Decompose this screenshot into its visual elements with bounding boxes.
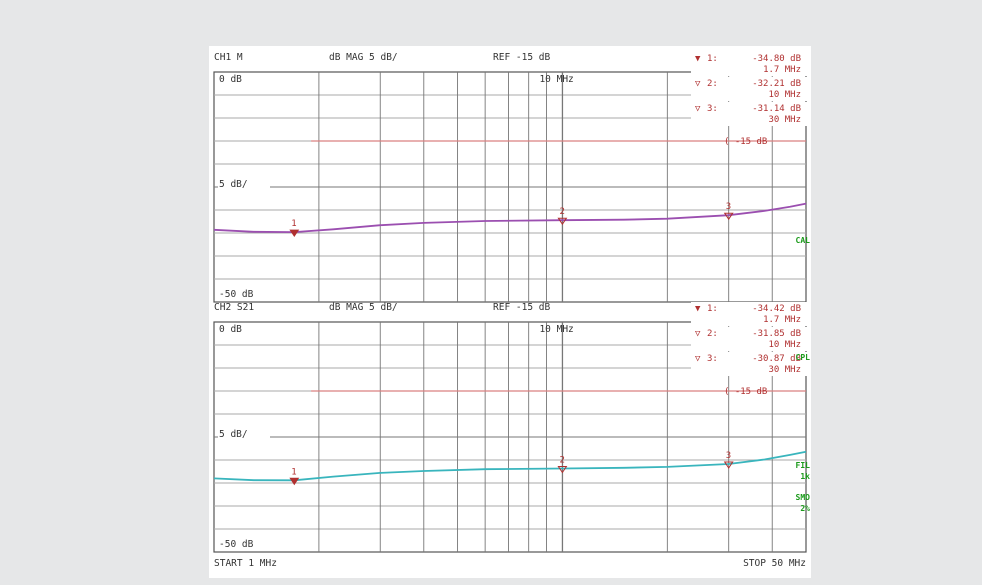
marker-readout-label: 2: [707,79,718,89]
frequency-label: 10 MHz [539,74,573,85]
marker-readout-bg [691,327,808,351]
marker-readout-bg [691,52,808,76]
marker-2-label: 2 [559,456,564,466]
marker-readout-bg [691,302,808,326]
marker-readout-label: 3: [707,354,718,364]
frequency-label: 10 MHz [539,324,573,335]
reference-line-label: ( -15 dB [724,137,767,147]
figure-frame: CH1 M dB MAG 5 dB/REF -15 dB ( -15 dB 0 dB 1… [12,10,974,578]
reference-label: REF -15 dB [493,52,550,63]
marker-frequency: 10 MHz [768,90,801,100]
marker-3-symbol [723,212,734,221]
format-label: dB MAG 5 dB/ [329,52,398,63]
stop-frequency-label: STOP 50 MHz [743,558,806,569]
scale-label-bg [218,428,270,439]
channel-label: CH1 M [214,52,243,63]
side-status-label: 2% [800,504,810,513]
marker-symbol: ▼ [695,304,701,314]
channel-panel-1: CH1 M dB MAG 5 dB/REF -15 dB ( -15 dB 0 dB 1… [213,52,811,303]
channel-panel-2: CH2 S21 dB MAG 5 dB/REF -15 dB ( -15 dB 0 d… [213,302,811,553]
marker-1-symbol [289,229,300,238]
marker-readout-bg [691,352,808,376]
analyzer-printout: CH1 M dB MAG 5 dB/REF -15 dB ( -15 dB 0 dB 1… [209,46,811,578]
side-status-label: FIL [796,461,811,470]
marker-readout-label: 2: [707,329,718,339]
trace-line [213,450,807,482]
marker-1-label: 1 [291,219,296,229]
marker-2-symbol [557,466,568,474]
marker-frequency: 30 MHz [768,115,801,125]
scale-label-bg [218,178,270,189]
marker-3-label: 3 [726,202,731,212]
marker-readout-bg [691,77,808,101]
marker-3-symbol [723,461,734,469]
marker-2-label: 2 [559,207,564,217]
marker-value: -31.14 dB [752,104,801,114]
marker-value: -31.85 dB [752,329,801,339]
marker-symbol: ▽ [695,354,701,364]
marker-3-label: 3 [726,451,731,461]
channel-label: CH2 S21 [214,302,254,313]
top-scale-label: 0 dB [219,74,242,85]
marker-readout-label: 1: [707,54,718,64]
marker-frequency: 10 MHz [768,340,801,350]
start-frequency-label: START 1 MHz [214,558,277,569]
reference-line-label: ( -15 dB [724,387,767,397]
side-status-label: CPL [796,353,811,362]
marker-frequency: 1.7 MHz [763,65,801,75]
marker-frequency: 30 MHz [768,365,801,375]
marker-frequency: 1.7 MHz [763,315,801,325]
marker-symbol: ▽ [695,79,701,89]
side-status-label: SMO [796,493,811,502]
marker-value: -34.42 dB [752,304,801,314]
marker-value: -30.87 dB [752,354,801,364]
side-status-label: CAL [796,236,811,245]
bottom-scale-label: -50 dB [219,539,254,550]
bottom-scale-label: -50 dB [219,289,254,300]
network-analyzer-plot: CH1 M dB MAG 5 dB/REF -15 dB ( -15 dB 0 dB 1… [213,52,811,569]
marker-1-label: 1 [291,467,296,477]
scale-per-division-label: 5 dB/ [219,429,248,440]
reference-label: REF -15 dB [493,302,550,313]
marker-value: -32.21 dB [752,79,801,89]
marker-readout-label: 1: [707,304,718,314]
scale-per-division-label: 5 dB/ [219,179,248,190]
marker-2-symbol [557,217,568,226]
side-status-label: 1k [800,472,810,481]
marker-readout-bg [691,102,808,126]
marker-value: -34.80 dB [752,54,801,64]
top-scale-label: 0 dB [219,324,242,335]
format-label: dB MAG 5 dB/ [329,302,398,313]
trace-line [213,202,807,234]
marker-symbol: ▽ [695,104,701,114]
marker-symbol: ▼ [695,54,701,64]
marker-readout-label: 3: [707,104,718,114]
marker-symbol: ▽ [695,329,701,339]
marker-1-symbol [289,477,300,486]
